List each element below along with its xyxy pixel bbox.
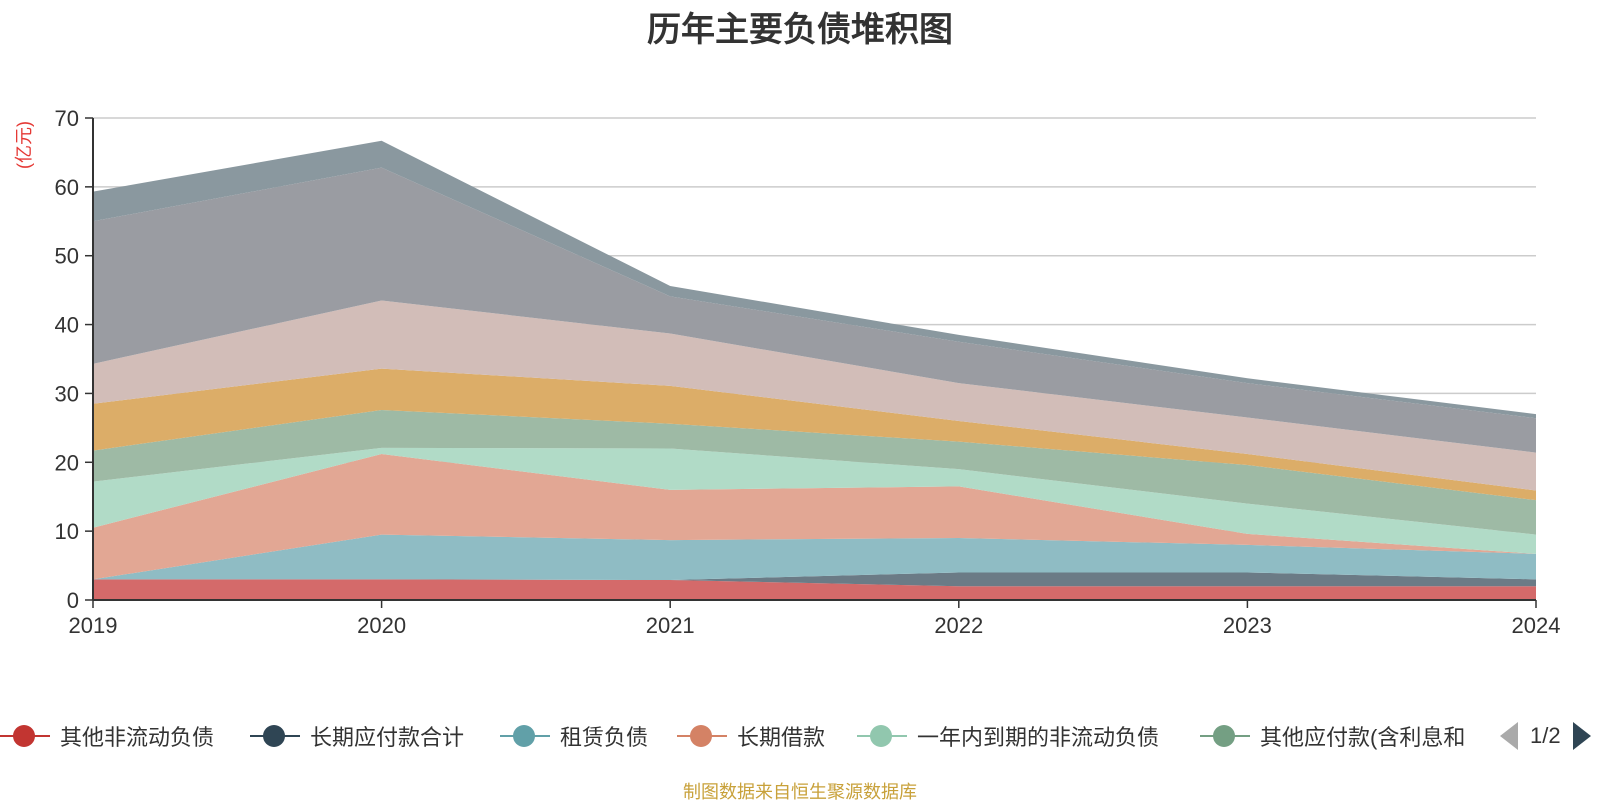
legend-label: 其他应付款(含利息和: [1260, 725, 1466, 750]
legend-item-5[interactable]: 其他应付款(含利息和: [1200, 718, 1465, 754]
legend-page-indicator: 1/2: [1530, 723, 1561, 748]
legend-marker-icon: [0, 724, 50, 748]
x-tick-label-2: 2021: [646, 613, 695, 638]
legend-label: 长期应付款合计: [310, 725, 465, 750]
legend-item-4[interactable]: 一年内到期的非流动负债: [857, 718, 1159, 754]
legend-marker-icon: [677, 724, 727, 748]
axes: 0 10 20 30 40 50 60 70 2019 2020 2021 2022 2023 2024: [55, 106, 1561, 638]
chart-title: 历年主要负债堆积图: [647, 11, 953, 49]
y-tick-label-2: 20: [55, 450, 79, 475]
y-tick-label-0: 0: [67, 588, 79, 613]
x-tick-label-0: 2019: [69, 613, 118, 638]
legend-item-3[interactable]: 长期借款: [677, 718, 825, 754]
x-tick-label-5: 2024: [1512, 613, 1561, 638]
legend: 其他非流动负债 长期应付款合计 租赁负债 长期借款 一年内到期的非流动负债 其他应付款(含…: [0, 718, 1600, 754]
area-series-3: [93, 454, 1536, 580]
y-tick-label-6: 60: [55, 175, 79, 200]
area-series-4: [93, 447, 1536, 554]
legend-item-2[interactable]: 租赁负债: [500, 718, 648, 754]
area-series-7: [93, 300, 1536, 491]
y-tick-label-7: 70: [55, 106, 79, 131]
area-series: [93, 140, 1536, 600]
area-series-1: [93, 572, 1536, 587]
y-tick-label-3: 30: [55, 381, 79, 406]
y-axis-label: (亿元): [14, 121, 34, 169]
y-tick-label-5: 50: [55, 244, 79, 269]
legend-label: 其他非流动负债: [60, 725, 215, 750]
y-tick-label-1: 10: [55, 519, 79, 544]
legend-marker-icon: [857, 724, 907, 748]
area-series-2: [93, 534, 1536, 581]
legend-item-1[interactable]: 长期应付款合计: [250, 718, 464, 754]
legend-marker-icon: [250, 724, 300, 748]
legend-pager: 1/2: [1500, 718, 1591, 754]
y-tick-label-4: 40: [55, 313, 79, 338]
legend-label: 长期借款: [737, 725, 826, 750]
data-source-note: 制图数据来自恒生聚源数据库: [683, 782, 917, 802]
legend-marker-icon: [500, 724, 550, 748]
legend-next-page-icon[interactable]: [1572, 722, 1591, 750]
legend-label: 租赁负债: [560, 725, 649, 750]
x-tick-label-4: 2023: [1223, 613, 1272, 638]
area-series-0: [93, 579, 1536, 600]
area-series-8: [93, 167, 1536, 453]
legend-label: 一年内到期的非流动负债: [917, 725, 1160, 750]
area-series-5: [93, 409, 1536, 535]
legend-marker-icon: [1200, 724, 1250, 748]
x-tick-label-1: 2020: [357, 613, 406, 638]
area-series-9: [93, 140, 1536, 419]
legend-prev-page-icon[interactable]: [1500, 722, 1518, 750]
x-tick-label-3: 2022: [934, 613, 983, 638]
legend-item-0[interactable]: 其他非流动负债: [0, 718, 214, 754]
area-series-6: [93, 368, 1536, 501]
